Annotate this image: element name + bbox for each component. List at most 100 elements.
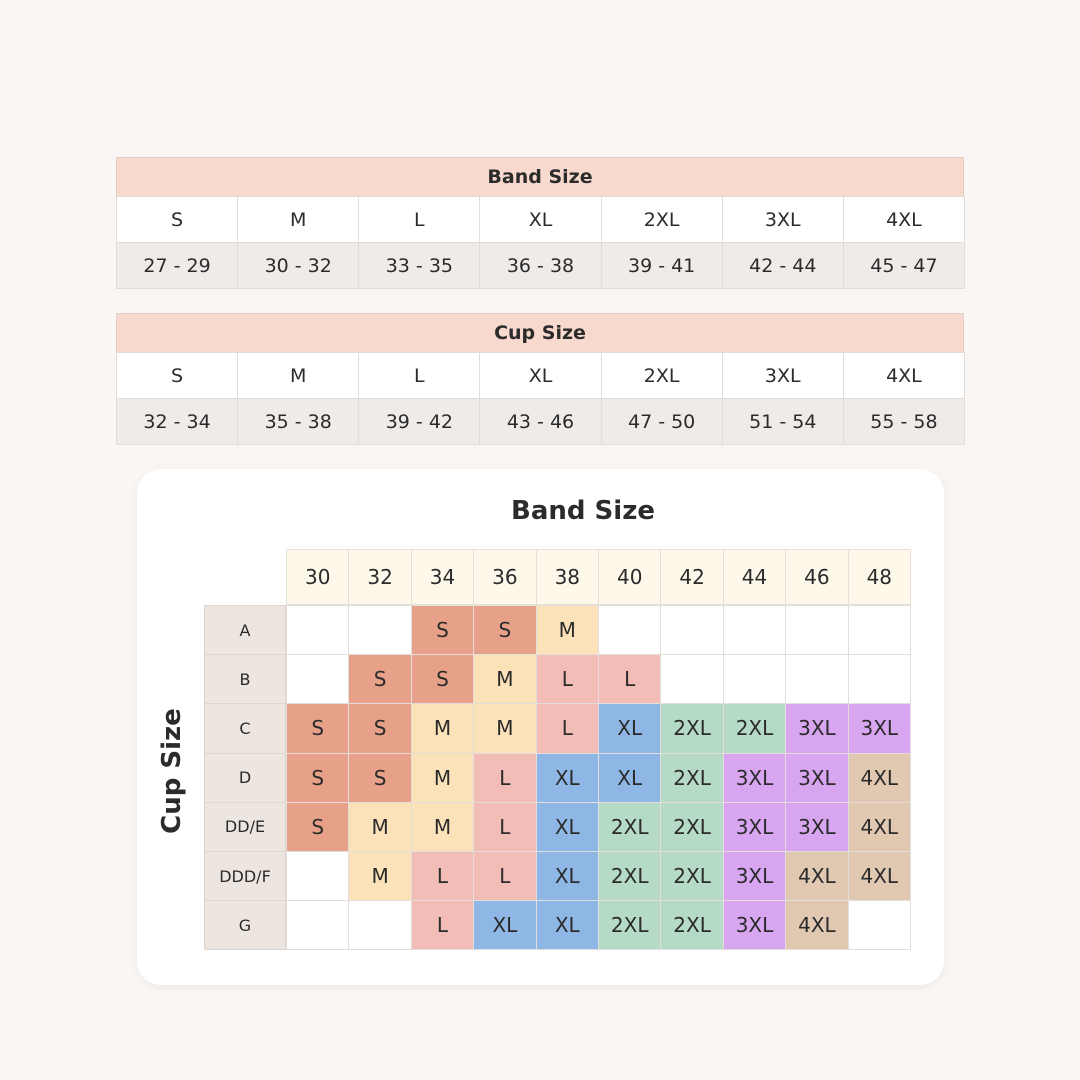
size-cell: M — [473, 703, 537, 754]
size-cell: S — [410, 654, 475, 705]
size-cell: 3XL — [847, 703, 911, 754]
size-cell: L — [535, 654, 599, 705]
size-cell — [286, 851, 350, 902]
column-header: 40 — [598, 549, 662, 605]
size-cell: S — [116, 352, 239, 399]
grid-title: Band Size — [511, 496, 655, 526]
size-cell: S — [473, 605, 537, 656]
column-header: 48 — [847, 549, 911, 605]
size-cell: 2XL — [722, 703, 787, 754]
size-cell: S — [348, 752, 412, 803]
range-cell: 42 - 44 — [721, 242, 844, 289]
range-cell: 35 - 38 — [237, 398, 360, 445]
size-cell: XL — [479, 352, 602, 399]
size-cell — [348, 900, 412, 951]
size-cell — [660, 654, 724, 705]
size-cell: 3XL — [785, 703, 849, 754]
size-cell: 2XL — [660, 900, 724, 951]
size-cell: S — [286, 752, 350, 803]
size-cell: L — [473, 752, 537, 803]
table-title: Cup Size — [116, 313, 964, 353]
size-cell: 2XL — [660, 801, 724, 852]
column-header: 38 — [535, 549, 599, 605]
size-cell — [785, 654, 849, 705]
size-cell: 2XL — [600, 352, 723, 399]
range-cell: 30 - 32 — [237, 242, 360, 289]
size-cell: 3XL — [785, 752, 849, 803]
table-title: Band Size — [116, 157, 964, 197]
size-cell: XL — [598, 703, 662, 754]
size-cell — [785, 605, 849, 656]
size-cell: XL — [479, 196, 602, 243]
size-cell: M — [473, 654, 537, 705]
size-cell — [286, 900, 350, 951]
row-header: DD/E — [204, 801, 286, 852]
size-cell: L — [598, 654, 662, 705]
size-cell — [847, 605, 911, 656]
size-cell — [286, 605, 350, 656]
column-header: 44 — [722, 549, 787, 605]
size-cell — [660, 605, 724, 656]
size-cell: M — [410, 703, 475, 754]
size-cell: 3XL — [722, 752, 787, 803]
size-cell — [722, 654, 787, 705]
size-cell: M — [348, 801, 412, 852]
column-header: 42 — [660, 549, 724, 605]
range-cell: 36 - 38 — [479, 242, 602, 289]
size-cell: XL — [535, 851, 599, 902]
size-cell: S — [410, 605, 475, 656]
size-cell: L — [358, 196, 481, 243]
size-cell: M — [348, 851, 412, 902]
size-cell: L — [473, 801, 537, 852]
range-cell: 39 - 41 — [600, 242, 723, 289]
size-cell: M — [237, 196, 360, 243]
size-cell: L — [410, 851, 475, 902]
row-header: D — [204, 752, 286, 803]
row-title: Cup Size — [157, 708, 187, 834]
size-cell — [348, 605, 412, 656]
row-header: C — [204, 703, 286, 754]
size-cell: S — [348, 703, 412, 754]
range-cell: 47 - 50 — [600, 398, 723, 445]
row-header: DDD/F — [204, 851, 286, 902]
column-header: 46 — [785, 549, 849, 605]
size-cell: 4XL — [847, 851, 911, 902]
size-cell: XL — [535, 752, 599, 803]
range-cell: 51 - 54 — [721, 398, 844, 445]
size-cell: XL — [535, 801, 599, 852]
size-cell: 4XL — [847, 801, 911, 852]
row-header: A — [204, 605, 286, 656]
range-cell: 39 - 42 — [358, 398, 481, 445]
size-cell: M — [535, 605, 599, 656]
column-header: 36 — [473, 549, 537, 605]
size-cell: 3XL — [785, 801, 849, 852]
size-cell: XL — [598, 752, 662, 803]
size-cell: 4XL — [842, 352, 965, 399]
range-cell: 43 - 46 — [479, 398, 602, 445]
size-cell: L — [535, 703, 599, 754]
range-cell: 32 - 34 — [116, 398, 239, 445]
size-cell — [847, 900, 911, 951]
size-cell: 3XL — [721, 352, 844, 399]
size-cell: 4XL — [785, 851, 849, 902]
range-cell: 33 - 35 — [358, 242, 481, 289]
size-cell: 2XL — [598, 801, 662, 852]
size-cell: S — [286, 703, 350, 754]
size-cell: 3XL — [722, 801, 787, 852]
size-cell: 4XL — [842, 196, 965, 243]
size-cell: 2XL — [660, 703, 724, 754]
size-cell: S — [116, 196, 239, 243]
range-cell: 45 - 47 — [842, 242, 965, 289]
size-cell: M — [410, 801, 475, 852]
range-cell: 27 - 29 — [116, 242, 239, 289]
size-cell — [722, 605, 787, 656]
size-cell: 2XL — [660, 851, 724, 902]
size-cell: L — [473, 851, 537, 902]
size-cell: 2XL — [598, 900, 662, 951]
size-cell: M — [410, 752, 475, 803]
size-cell: L — [358, 352, 481, 399]
column-header: 30 — [286, 549, 350, 605]
row-header: G — [204, 900, 286, 951]
size-cell: 3XL — [722, 900, 787, 951]
